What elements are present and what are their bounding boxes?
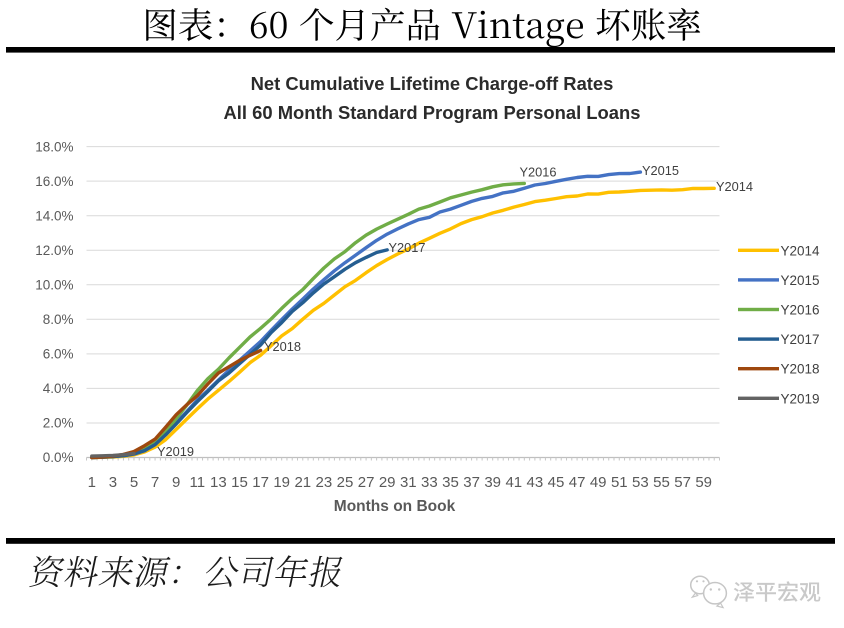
- svg-text:0.0%: 0.0%: [43, 450, 74, 465]
- svg-text:9: 9: [172, 474, 180, 491]
- svg-text:43: 43: [527, 474, 544, 491]
- svg-text:31: 31: [400, 474, 417, 491]
- svg-text:5: 5: [130, 474, 138, 491]
- svg-text:29: 29: [379, 474, 396, 491]
- svg-text:14.0%: 14.0%: [35, 208, 73, 223]
- svg-text:41: 41: [505, 474, 522, 491]
- svg-text:Y2014: Y2014: [716, 179, 753, 194]
- svg-text:16.0%: 16.0%: [35, 174, 73, 189]
- svg-text:45: 45: [548, 474, 565, 491]
- svg-text:7: 7: [151, 474, 159, 491]
- svg-text:59: 59: [695, 474, 712, 491]
- svg-text:51: 51: [611, 474, 628, 491]
- svg-text:10.0%: 10.0%: [35, 278, 73, 293]
- svg-text:18.0%: 18.0%: [35, 139, 73, 154]
- svg-text:Y2017: Y2017: [781, 332, 820, 347]
- svg-text:25: 25: [337, 474, 354, 491]
- svg-text:12.0%: 12.0%: [35, 243, 73, 258]
- svg-text:Y2015: Y2015: [781, 273, 820, 288]
- svg-text:57: 57: [674, 474, 691, 491]
- svg-text:Y2019: Y2019: [781, 391, 820, 406]
- svg-text:Y2015: Y2015: [642, 163, 679, 178]
- svg-text:23: 23: [316, 474, 333, 491]
- svg-text:6.0%: 6.0%: [43, 347, 74, 362]
- svg-text:33: 33: [421, 474, 438, 491]
- svg-text:53: 53: [632, 474, 649, 491]
- svg-text:27: 27: [358, 474, 375, 491]
- svg-text:49: 49: [590, 474, 607, 491]
- svg-text:35: 35: [442, 474, 459, 491]
- svg-text:15: 15: [231, 474, 248, 491]
- svg-text:1: 1: [88, 474, 96, 491]
- svg-text:55: 55: [653, 474, 670, 491]
- svg-text:3: 3: [109, 474, 117, 491]
- svg-text:17: 17: [252, 474, 269, 491]
- svg-text:39: 39: [484, 474, 501, 491]
- svg-text:Y2014: Y2014: [781, 243, 821, 258]
- svg-text:8.0%: 8.0%: [43, 312, 74, 327]
- svg-text:Y2019: Y2019: [157, 444, 194, 459]
- svg-text:2.0%: 2.0%: [43, 416, 74, 431]
- svg-text:47: 47: [569, 474, 586, 491]
- svg-text:4.0%: 4.0%: [43, 381, 74, 396]
- svg-text:Months on Book: Months on Book: [334, 498, 456, 515]
- svg-text:37: 37: [463, 474, 480, 491]
- svg-text:Y2018: Y2018: [781, 362, 820, 377]
- svg-text:11: 11: [190, 474, 206, 491]
- svg-text:All 60 Month Standard Program: All 60 Month Standard Program Personal L…: [224, 102, 641, 123]
- svg-text:Y2016: Y2016: [520, 165, 557, 180]
- svg-text:Y2016: Y2016: [781, 303, 820, 318]
- svg-text:Y2017: Y2017: [389, 240, 426, 255]
- svg-text:Y2018: Y2018: [264, 339, 301, 354]
- svg-text:21: 21: [294, 474, 311, 491]
- svg-text:Net Cumulative Lifetime Charge: Net Cumulative Lifetime Charge-off Rates: [251, 73, 614, 94]
- svg-text:19: 19: [273, 474, 290, 491]
- svg-text:13: 13: [210, 474, 227, 491]
